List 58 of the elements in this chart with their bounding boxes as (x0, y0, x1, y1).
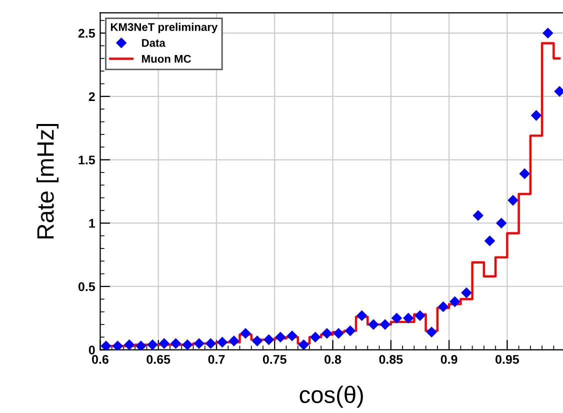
point (484, 236, 495, 246)
legend-title: KM3NeT preliminary (110, 22, 218, 34)
point (554, 86, 563, 96)
point (368, 319, 379, 330)
point (333, 328, 344, 338)
y-tick-label: 0 (88, 346, 95, 354)
point (414, 310, 426, 321)
point (531, 110, 542, 121)
point (147, 340, 158, 350)
x-tick-label: 0.8 (324, 355, 342, 364)
y-tick-label: 2.5 (78, 28, 96, 38)
point (542, 28, 553, 38)
point (322, 328, 332, 338)
point (240, 328, 251, 338)
point (286, 330, 298, 341)
point (380, 319, 390, 330)
point (124, 340, 134, 350)
x-tick-label: 0.75 (262, 355, 286, 364)
point (275, 332, 286, 342)
point (228, 336, 240, 346)
legend-label: Data (142, 39, 166, 47)
point (356, 310, 367, 321)
point (112, 340, 123, 350)
point (461, 288, 472, 298)
point (508, 195, 518, 206)
y-tick-label: 1 (89, 219, 96, 228)
point (426, 326, 437, 338)
point (450, 296, 460, 307)
point (520, 168, 530, 179)
point (136, 340, 146, 350)
y-tick-label: 2 (88, 92, 95, 101)
point (310, 332, 320, 342)
point (170, 338, 181, 349)
x-tick-label: 0.65 (146, 355, 170, 364)
point (392, 313, 402, 324)
point (264, 334, 274, 345)
x-tick-label: 0.6 (92, 355, 108, 364)
x-tick-label: 0.85 (379, 355, 403, 364)
point (206, 338, 216, 349)
y-tick-label: 1.5 (78, 156, 96, 164)
point (217, 337, 228, 348)
point (438, 302, 448, 312)
x-axis-title: cos(θ) (300, 386, 363, 408)
point (159, 338, 170, 349)
x-tick-label: 0.7 (208, 355, 225, 364)
legend-label: Muon MC (142, 54, 192, 63)
point (252, 336, 262, 346)
y-tick-label: 0.5 (78, 282, 96, 292)
y-axis-title: Rate [mHz] (36, 124, 59, 238)
x-tick-label: 0.9 (440, 355, 458, 364)
point (345, 326, 356, 336)
point (473, 210, 484, 221)
point (496, 218, 506, 228)
point (403, 313, 414, 324)
x-tick-label: 0.95 (496, 355, 520, 364)
point (194, 338, 204, 349)
point (182, 340, 193, 350)
point (298, 340, 309, 350)
